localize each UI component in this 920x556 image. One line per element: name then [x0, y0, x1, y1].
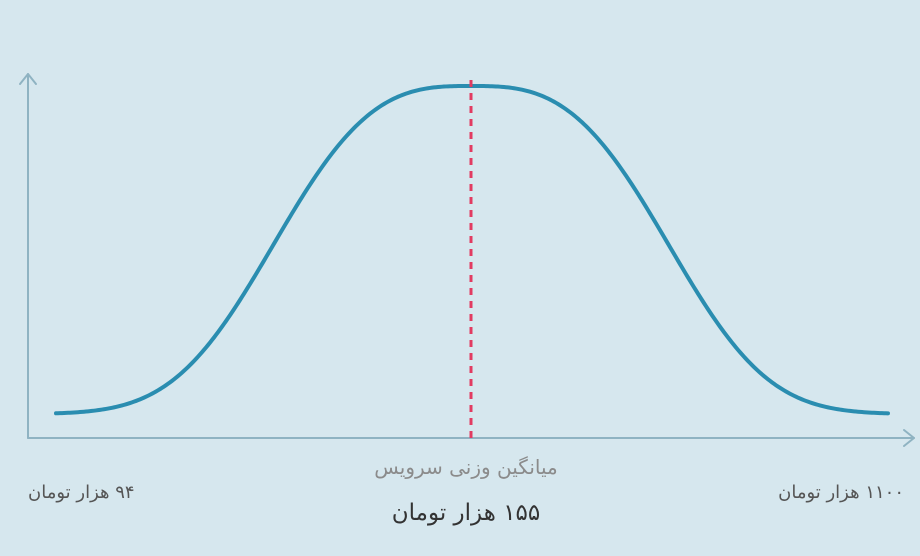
mean-value-label: ۱۵۵ هزار تومان	[391, 500, 541, 526]
right-value-label: ۱۱۰۰ هزار تومان	[778, 482, 904, 503]
left-value-label: ۹۴ هزار تومان	[28, 482, 135, 503]
mean-caption: میانگین وزنی سرویس	[374, 455, 558, 479]
y-axis-arrow	[19, 73, 37, 85]
x-axis-arrow	[903, 429, 915, 447]
